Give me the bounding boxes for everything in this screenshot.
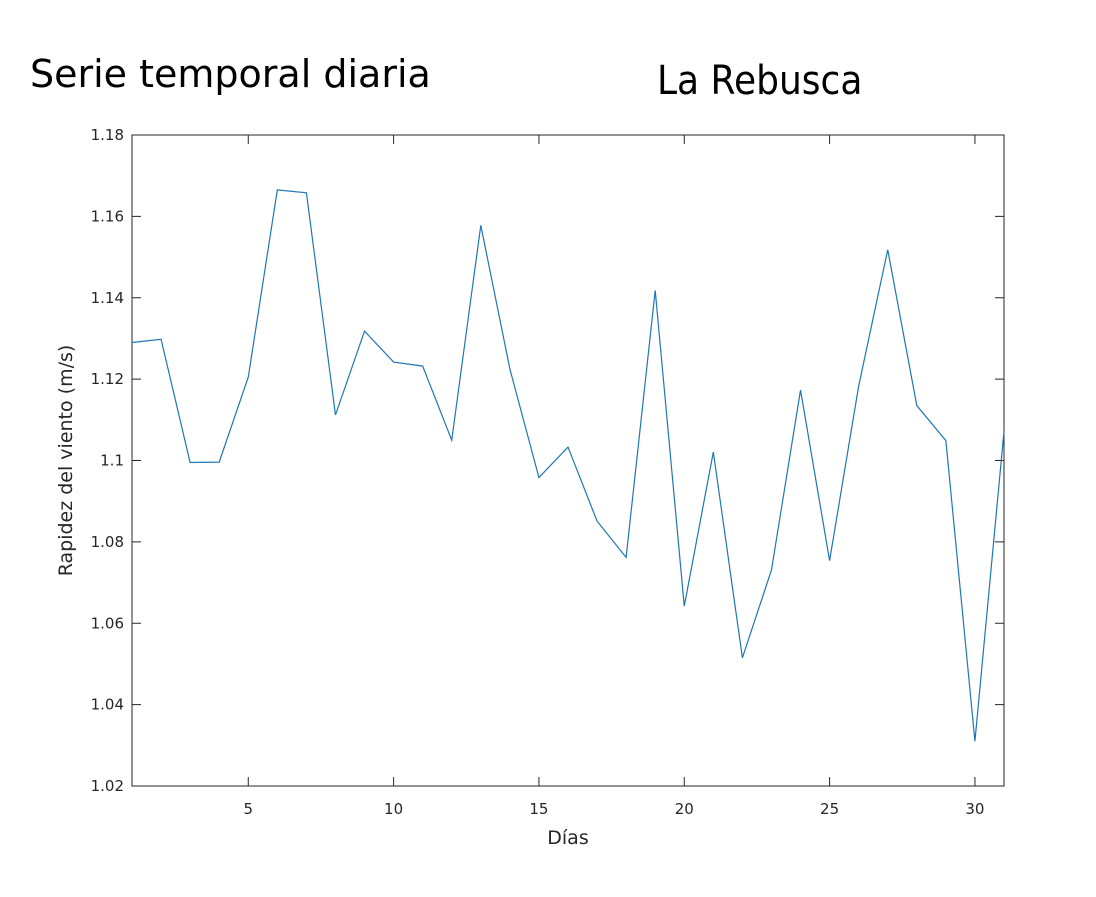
x-tick-label: 10 [384,800,403,818]
chart-title-right: La Rebusca [657,58,863,104]
y-tick-label: 1.14 [91,289,124,307]
x-tick-label: 20 [675,800,694,818]
x-tick-label: 30 [965,800,984,818]
chart-series [131,189,1005,742]
plot-box [131,134,1005,787]
y-tick-label: 1.16 [91,207,124,225]
chart-title-left: Serie temporal diaria [30,52,431,96]
y-tick-label: 1.06 [91,614,124,632]
y-tick-label: 1.04 [91,696,124,714]
x-axis-label: Días [547,827,588,849]
chart-ticks: 5 10 15 20 25 30 1.02 1.04 1.06 1.08 1.1 1.12 1.14 1.… [91,126,1004,818]
x-tick-label: 25 [820,800,839,818]
x-tick-label: 5 [243,800,253,818]
y-tick-label: 1.1 [100,452,124,470]
y-tick-label: 1.18 [91,126,124,144]
series-line [131,189,1005,742]
x-tick-label: 15 [529,800,548,818]
chart-axes [131,134,1005,787]
y-tick-label: 1.02 [91,777,124,795]
y-axis-label: Rapidez del viento (m/s) [55,345,77,577]
y-tick-label: 1.12 [91,370,124,388]
y-tick-label: 1.08 [91,533,124,551]
